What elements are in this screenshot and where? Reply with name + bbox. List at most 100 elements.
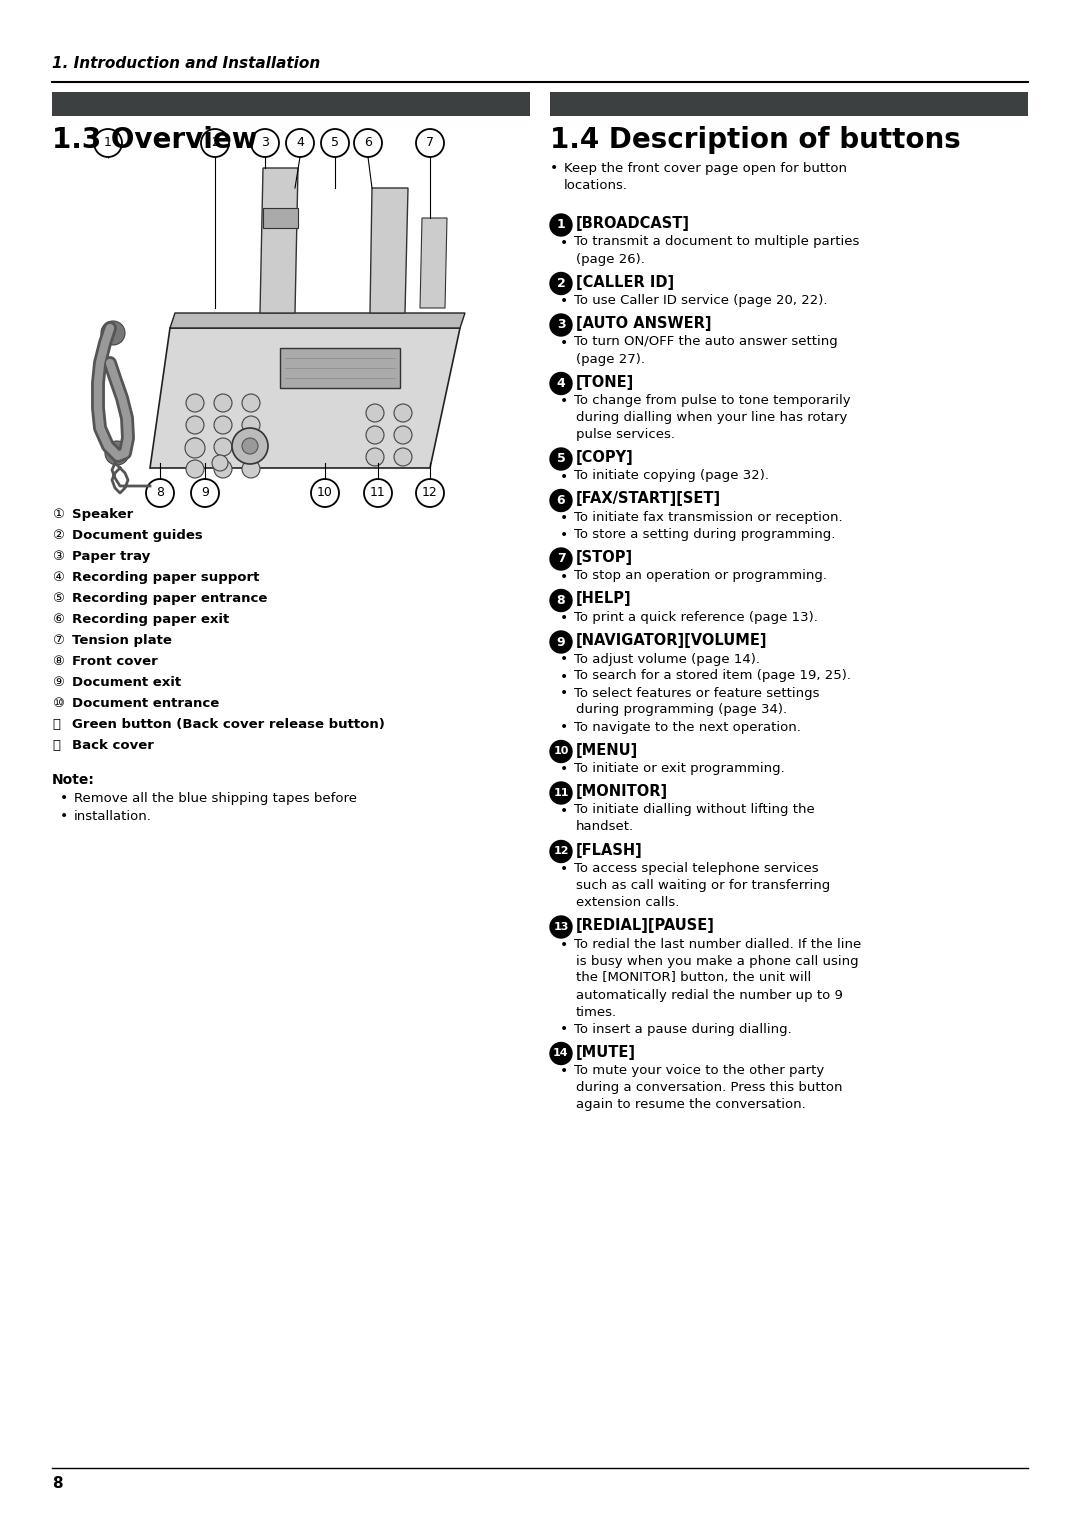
Circle shape: [550, 840, 572, 862]
Text: 6: 6: [364, 136, 372, 150]
Circle shape: [105, 442, 129, 465]
Text: (page 26).: (page 26).: [576, 252, 645, 266]
Text: 8: 8: [556, 594, 565, 607]
Text: To stop an operation or programming.: To stop an operation or programming.: [573, 570, 827, 582]
Text: 3: 3: [261, 136, 269, 150]
Text: 8: 8: [156, 486, 164, 500]
Text: To redial the last number dialled. If the line: To redial the last number dialled. If th…: [573, 938, 861, 950]
Polygon shape: [264, 208, 298, 228]
Text: Tension plate: Tension plate: [72, 634, 172, 646]
Polygon shape: [170, 313, 465, 329]
Text: Remove all the blue shipping tapes before: Remove all the blue shipping tapes befor…: [75, 792, 357, 805]
Circle shape: [286, 128, 314, 157]
Text: ⑪: ⑪: [52, 718, 60, 730]
Text: [NAVIGATOR][VOLUME]: [NAVIGATOR][VOLUME]: [576, 633, 768, 648]
Text: Back cover: Back cover: [72, 740, 153, 752]
Text: [MUTE]: [MUTE]: [576, 1045, 636, 1059]
Text: during a conversation. Press this button: during a conversation. Press this button: [576, 1080, 842, 1094]
Bar: [280, 348, 400, 388]
Text: during dialling when your line has rotary: during dialling when your line has rotar…: [576, 411, 848, 423]
Text: [BROADCAST]: [BROADCAST]: [576, 215, 690, 231]
Text: installation.: installation.: [75, 810, 152, 824]
Text: To store a setting during programming.: To store a setting during programming.: [573, 529, 835, 541]
Circle shape: [242, 460, 260, 478]
Circle shape: [214, 394, 232, 413]
Text: such as call waiting or for transferring: such as call waiting or for transferring: [576, 879, 831, 892]
Text: To insert a pause during dialling.: To insert a pause during dialling.: [573, 1022, 792, 1036]
Text: during programming (page 34).: during programming (page 34).: [576, 703, 787, 717]
Text: •: •: [561, 762, 568, 776]
Text: To initiate copying (page 32).: To initiate copying (page 32).: [573, 469, 769, 483]
Text: 1: 1: [104, 136, 112, 150]
Text: 1: 1: [556, 219, 565, 232]
Text: Speaker: Speaker: [72, 507, 133, 521]
Text: Note:: Note:: [52, 773, 95, 787]
Text: To access special telephone services: To access special telephone services: [573, 862, 819, 876]
Text: 6: 6: [556, 494, 565, 507]
Polygon shape: [150, 329, 460, 468]
Text: 4: 4: [296, 136, 303, 150]
Text: •: •: [561, 336, 568, 350]
Circle shape: [191, 478, 219, 507]
Circle shape: [366, 426, 384, 445]
Circle shape: [186, 416, 204, 434]
Polygon shape: [370, 188, 408, 313]
Text: 1.4 Description of buttons: 1.4 Description of buttons: [550, 125, 961, 154]
Text: •: •: [561, 469, 568, 483]
Circle shape: [550, 313, 572, 336]
Text: 1. Introduction and Installation: 1. Introduction and Installation: [52, 57, 321, 70]
Text: times.: times.: [576, 1005, 617, 1019]
Text: Document exit: Document exit: [72, 675, 181, 689]
Text: To navigate to the next operation.: To navigate to the next operation.: [573, 721, 801, 733]
Text: ③: ③: [52, 550, 64, 562]
Text: [CALLER ID]: [CALLER ID]: [576, 275, 674, 289]
Text: Green button (Back cover release button): Green button (Back cover release button): [72, 718, 384, 730]
Circle shape: [416, 478, 444, 507]
Text: [AUTO ANSWER]: [AUTO ANSWER]: [576, 316, 712, 332]
Circle shape: [232, 428, 268, 465]
Text: [COPY]: [COPY]: [576, 451, 634, 465]
Text: •: •: [561, 1022, 568, 1036]
Circle shape: [94, 128, 122, 157]
Text: To adjust volume (page 14).: To adjust volume (page 14).: [573, 652, 760, 666]
Text: ①: ①: [52, 507, 64, 521]
Text: To use Caller ID service (page 20, 22).: To use Caller ID service (page 20, 22).: [573, 293, 827, 307]
Text: To transmit a document to multiple parties: To transmit a document to multiple parti…: [573, 235, 860, 249]
Circle shape: [214, 439, 232, 455]
Text: pulse services.: pulse services.: [576, 428, 675, 442]
Text: Recording paper support: Recording paper support: [72, 571, 259, 584]
Text: •: •: [561, 721, 568, 735]
Text: •: •: [561, 394, 568, 408]
Circle shape: [366, 403, 384, 422]
Text: locations.: locations.: [564, 179, 627, 193]
Circle shape: [416, 128, 444, 157]
Text: Document guides: Document guides: [72, 529, 203, 542]
Text: 7: 7: [426, 136, 434, 150]
Text: 13: 13: [553, 921, 569, 932]
Text: [FAX/START][SET]: [FAX/START][SET]: [576, 492, 721, 506]
Text: •: •: [60, 808, 68, 824]
Text: 7: 7: [556, 553, 565, 565]
Circle shape: [251, 128, 279, 157]
Text: [REDIAL][PAUSE]: [REDIAL][PAUSE]: [576, 918, 715, 934]
Text: Front cover: Front cover: [72, 656, 158, 668]
Text: •: •: [561, 804, 568, 817]
Circle shape: [550, 549, 572, 570]
Text: ⑤: ⑤: [52, 591, 64, 605]
Circle shape: [550, 741, 572, 762]
Circle shape: [354, 128, 382, 157]
Text: To search for a stored item (page 19, 25).: To search for a stored item (page 19, 25…: [573, 669, 851, 683]
Text: To select features or feature settings: To select features or feature settings: [573, 686, 820, 700]
Circle shape: [364, 478, 392, 507]
Text: 11: 11: [370, 486, 386, 500]
Text: is busy when you make a phone call using: is busy when you make a phone call using: [576, 955, 859, 967]
Circle shape: [394, 448, 411, 466]
Polygon shape: [420, 219, 447, 309]
Circle shape: [214, 416, 232, 434]
Circle shape: [550, 915, 572, 938]
Text: ⑨: ⑨: [52, 675, 64, 689]
Text: 4: 4: [556, 377, 565, 390]
Text: •: •: [60, 792, 68, 805]
Text: •: •: [561, 862, 568, 876]
Text: •: •: [561, 669, 568, 683]
